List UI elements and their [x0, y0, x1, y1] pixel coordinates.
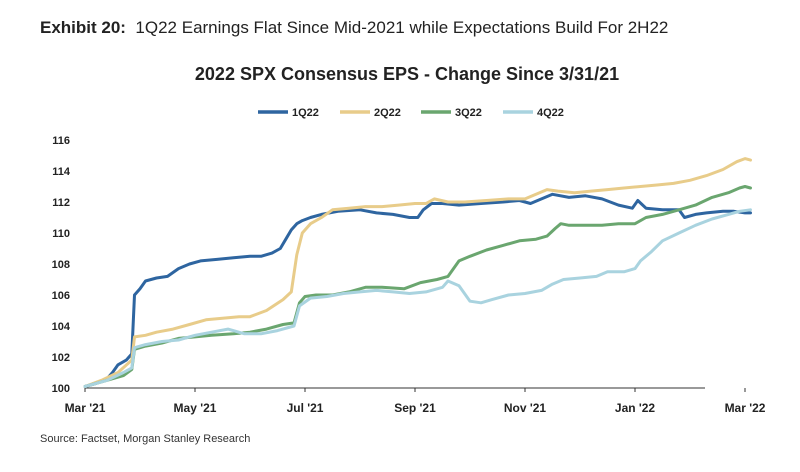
- y-tick-label: 108: [52, 259, 70, 271]
- y-tick-label: 114: [52, 166, 71, 178]
- chart-legend: 1Q22 2Q22 3Q22 4Q22: [258, 107, 564, 119]
- x-tick-label: Sep '21: [394, 401, 436, 415]
- legend-label-1q22: 1Q22: [292, 107, 319, 119]
- eps-line-chart: 2022 SPX Consensus EPS - Change Since 3/…: [52, 64, 766, 415]
- y-tick-label: 104: [52, 321, 71, 333]
- chart-series: [83, 157, 752, 388]
- exhibit-title: Exhibit 20: 1Q22 Earnings Flat Since Mid…: [40, 18, 668, 38]
- source-note: Source: Factset, Morgan Stanley Research: [40, 433, 251, 445]
- x-tick-label: Jul '21: [287, 401, 324, 415]
- series-line-1q22: [83, 192, 752, 388]
- y-tick-label: 116: [52, 135, 70, 147]
- legend-label-3q22: 3Q22: [455, 107, 482, 119]
- series-line-3q22: [83, 185, 752, 388]
- y-tick-label: 106: [52, 290, 70, 302]
- x-tick-label: Mar '21: [65, 401, 106, 415]
- y-tick-label: 110: [52, 228, 70, 240]
- exhibit-title-text: 1Q22 Earnings Flat Since Mid-2021 while …: [135, 18, 669, 37]
- x-tick-label: Nov '21: [504, 401, 547, 415]
- x-tick-label: May '21: [174, 401, 217, 415]
- legend-label-2q22: 2Q22: [374, 107, 401, 119]
- legend-label-4q22: 4Q22: [537, 107, 564, 119]
- x-tick-label: Jan '22: [615, 401, 656, 415]
- series-line-4q22: [83, 208, 752, 388]
- y-tick-label: 102: [52, 352, 70, 364]
- x-tick-label: Mar '22: [725, 401, 766, 415]
- y-tick-label: 112: [52, 197, 70, 209]
- series-line-2q22: [83, 157, 752, 388]
- chart-axes: 100 102 104 106 108 110 112 114 116 Mar '21 May '2…: [52, 135, 766, 415]
- exhibit-label: Exhibit 20:: [40, 18, 126, 37]
- y-tick-label: 100: [52, 383, 70, 395]
- chart-title: 2022 SPX Consensus EPS - Change Since 3/…: [195, 64, 619, 84]
